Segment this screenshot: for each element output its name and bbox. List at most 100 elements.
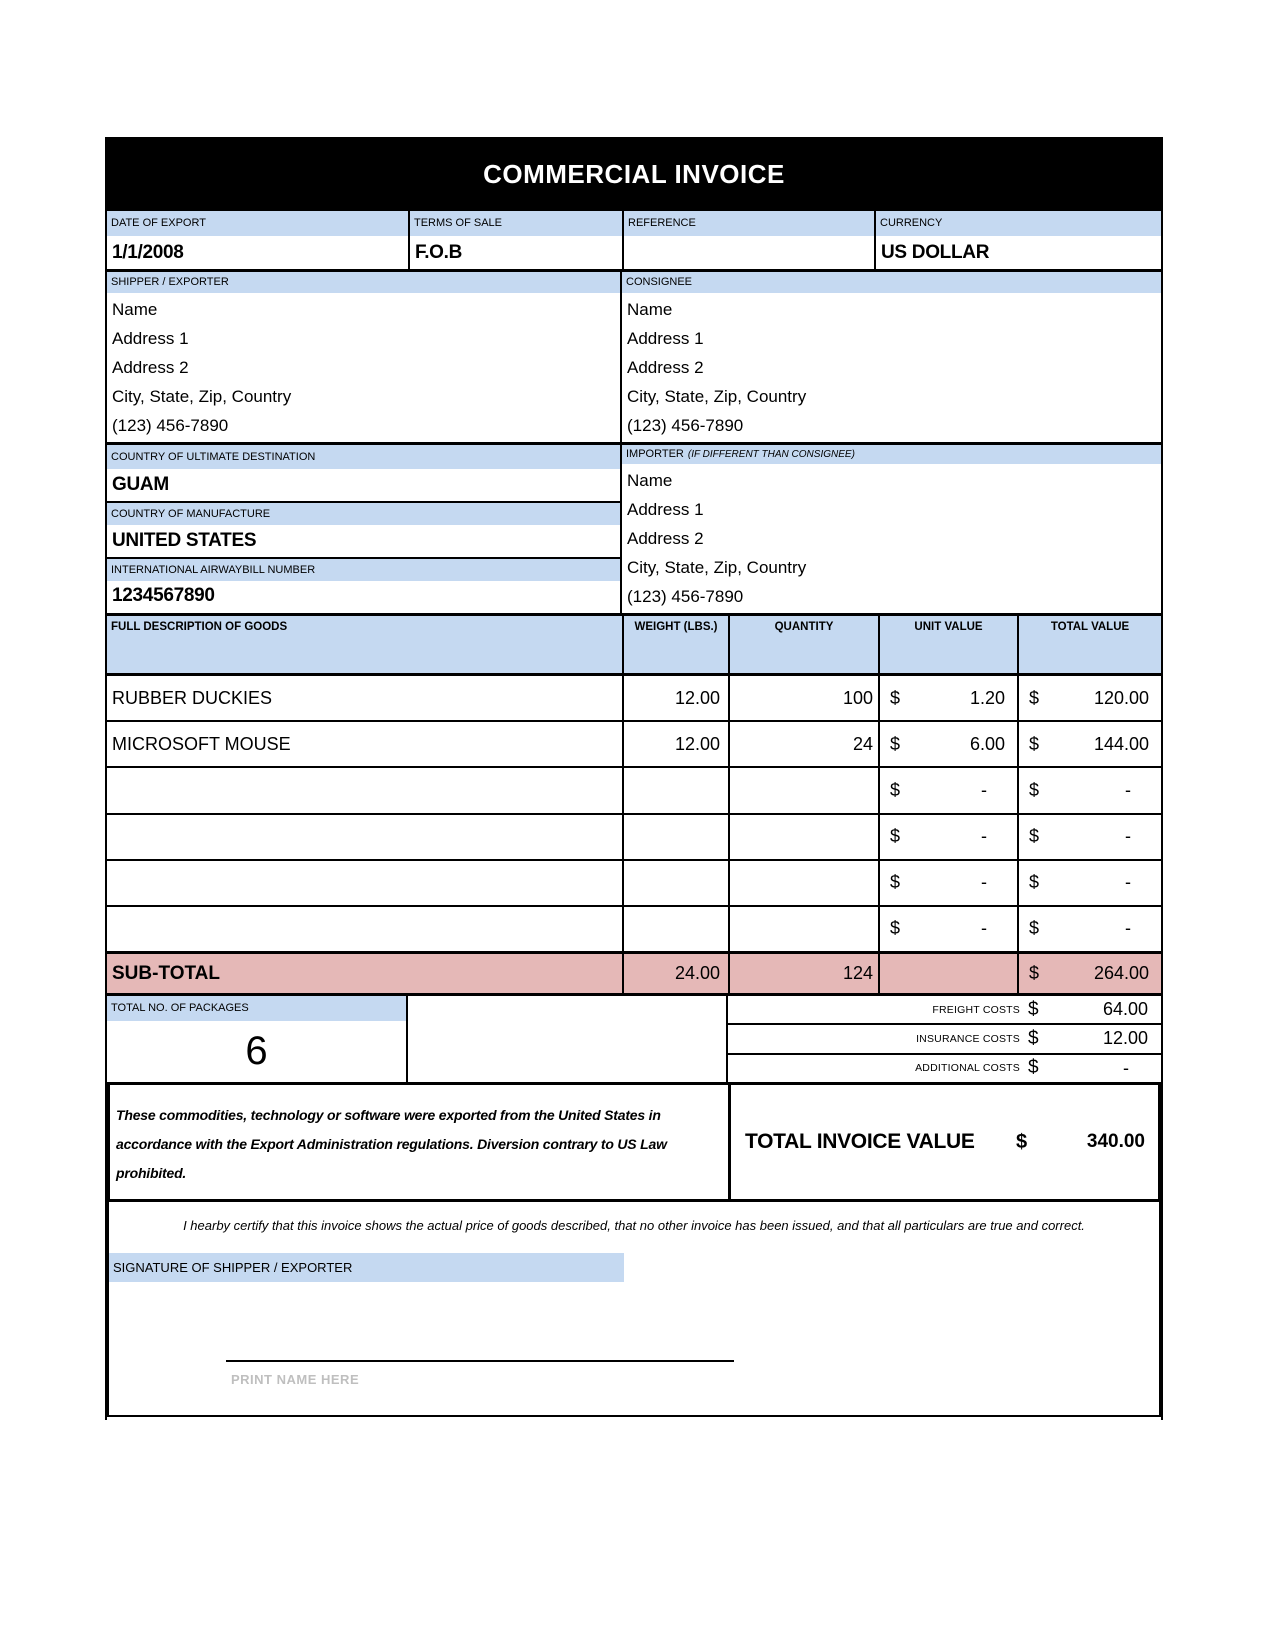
freight-costs-row: FREIGHT COSTS $64.00 bbox=[728, 996, 1161, 1026]
goods-quantity: 100 bbox=[728, 676, 878, 721]
currency-symbol: $ bbox=[890, 779, 901, 800]
goods-total-value: 144.00 bbox=[1093, 733, 1149, 754]
consignee-address: Name Address 1 Address 2 City, State, Zi… bbox=[622, 293, 1161, 442]
goods-description bbox=[107, 907, 622, 951]
shipper-address: Name Address 1 Address 2 City, State, Zi… bbox=[107, 293, 620, 442]
shipper-name: Name bbox=[112, 300, 158, 319]
shipper-label: SHIPPER / EXPORTER bbox=[107, 272, 620, 293]
meta-row: DATE OF EXPORT 1/1/2008 TERMS OF SALE F.… bbox=[107, 211, 1161, 272]
destination-stack: COUNTRY OF ULTIMATE DESTINATION GUAM COU… bbox=[107, 445, 622, 613]
currency-symbol: $ bbox=[890, 826, 901, 847]
importer-phone: (123) 456-7890 bbox=[627, 587, 744, 606]
currency-symbol: $ bbox=[890, 733, 901, 754]
manufacture-value: UNITED STATES bbox=[112, 530, 257, 551]
subtotal-quantity: 124 bbox=[728, 954, 878, 993]
freight-costs-label: FREIGHT COSTS bbox=[932, 1003, 1020, 1016]
goods-weight bbox=[622, 768, 728, 813]
shipper-consignee-section: SHIPPER / EXPORTER Name Address 1 Addres… bbox=[107, 272, 1161, 445]
signature-label: SIGNATURE OF SHIPPER / EXPORTER bbox=[109, 1253, 624, 1282]
goods-row: MICROSOFT MOUSE 12.00 24 $6.00 $144.00 bbox=[107, 722, 1161, 769]
goods-description bbox=[107, 768, 622, 812]
title-bar: COMMERCIAL INVOICE bbox=[107, 137, 1161, 211]
goods-header-unit-value: UNIT VALUE bbox=[878, 616, 1017, 673]
importer-label-note: (IF DIFFERENT THAN CONSIGNEE) bbox=[687, 448, 855, 460]
consignee-name: Name bbox=[627, 300, 673, 319]
importer-label-text: IMPORTER bbox=[626, 448, 684, 460]
subtotal-unit-cell bbox=[878, 954, 1017, 993]
goods-unit-value-cell: $ - bbox=[878, 906, 1017, 952]
currency-symbol: $ bbox=[890, 918, 901, 939]
goods-row: $ - $ - bbox=[107, 906, 1161, 952]
goods-header-description: FULL DESCRIPTION OF GOODS bbox=[111, 621, 288, 633]
goods-unit-value-cell: $6.00 bbox=[878, 722, 1017, 767]
airwaybill-label: INTERNATIONAL AIRWAYBILL NUMBER bbox=[107, 557, 620, 581]
reference-label: REFERENCE bbox=[624, 211, 874, 236]
goods-weight: 12.00 bbox=[622, 676, 728, 721]
goods-unit-value: - bbox=[981, 779, 987, 800]
additional-costs-label: ADDITIONAL COSTS bbox=[915, 1062, 1020, 1075]
currency-symbol: $ bbox=[1029, 963, 1040, 983]
currency-symbol: $ bbox=[890, 687, 901, 708]
importer-address2: Address 2 bbox=[627, 529, 704, 548]
airwaybill-value: 1234567890 bbox=[112, 584, 215, 606]
terms-of-sale-value: F.O.B bbox=[415, 241, 463, 263]
destination-value: GUAM bbox=[112, 474, 169, 495]
goods-description: RUBBER DUCKIES bbox=[112, 687, 273, 708]
goods-unit-value-cell: $1.20 bbox=[878, 676, 1017, 721]
date-of-export-cell: DATE OF EXPORT 1/1/2008 bbox=[107, 211, 408, 269]
currency-symbol: $ bbox=[1029, 872, 1040, 893]
shipper-address1: Address 1 bbox=[112, 329, 189, 348]
currency-cell: CURRENCY US DOLLAR bbox=[874, 211, 1161, 269]
terms-of-sale-label: TERMS OF SALE bbox=[410, 211, 622, 236]
goods-total-value-cell: $144.00 bbox=[1017, 722, 1161, 767]
export-statement-text: These commodities, technology or softwar… bbox=[116, 1107, 667, 1181]
goods-total-value-cell: $ - bbox=[1017, 860, 1161, 905]
total-invoice-value: 340.00 bbox=[1086, 1131, 1145, 1152]
goods-row: $ - $ - bbox=[107, 768, 1161, 815]
goods-row: $ - $ - bbox=[107, 814, 1161, 861]
currency-symbol: $ bbox=[1028, 998, 1039, 1020]
packages-empty-cell bbox=[408, 996, 728, 1082]
goods-description bbox=[107, 861, 622, 905]
subtotal-weight: 24.00 bbox=[622, 954, 728, 993]
currency-symbol: $ bbox=[1029, 733, 1040, 754]
goods-total-value-cell: $ - bbox=[1017, 906, 1161, 952]
currency-label: CURRENCY bbox=[876, 211, 1161, 236]
goods-total-value: - bbox=[1125, 872, 1131, 893]
shipper-city-line: City, State, Zip, Country bbox=[112, 387, 292, 406]
print-name-placeholder: PRINT NAME HERE bbox=[231, 1372, 360, 1387]
goods-total-value: - bbox=[1125, 779, 1131, 800]
commercial-invoice: COMMERCIAL INVOICE DATE OF EXPORT 1/1/20… bbox=[105, 137, 1163, 1420]
freight-costs-value: 64.00 bbox=[1102, 999, 1148, 1020]
certification-text: I hearby certify that this invoice shows… bbox=[183, 1218, 1085, 1233]
shipper-block: SHIPPER / EXPORTER Name Address 1 Addres… bbox=[107, 272, 622, 442]
insurance-costs-row: INSURANCE COSTS $12.00 bbox=[728, 1025, 1161, 1055]
goods-unit-value: 1.20 bbox=[969, 687, 1005, 708]
goods-unit-value: - bbox=[981, 872, 987, 893]
certification-section: I hearby certify that this invoice shows… bbox=[107, 1202, 1161, 1417]
goods-weight bbox=[622, 860, 728, 905]
goods-header-weight: WEIGHT (LBS.) bbox=[622, 616, 728, 673]
goods-total-value: - bbox=[1125, 918, 1131, 939]
goods-total-value-cell: $120.00 bbox=[1017, 676, 1161, 721]
signature-line bbox=[226, 1360, 734, 1362]
page-title: COMMERCIAL INVOICE bbox=[483, 158, 785, 189]
importer-label: IMPORTER (IF DIFFERENT THAN CONSIGNEE) bbox=[622, 445, 1161, 464]
total-invoice-label: TOTAL INVOICE VALUE bbox=[745, 1130, 975, 1153]
importer-address1: Address 1 bbox=[627, 500, 704, 519]
goods-unit-value: - bbox=[981, 826, 987, 847]
shipper-phone: (123) 456-7890 bbox=[112, 416, 229, 435]
goods-quantity: 24 bbox=[728, 722, 878, 767]
goods-total-value: - bbox=[1125, 826, 1131, 847]
goods-weight: 12.00 bbox=[622, 722, 728, 767]
goods-total-value: 120.00 bbox=[1093, 687, 1149, 708]
currency-symbol: $ bbox=[1028, 1057, 1039, 1079]
additional-costs-value: - bbox=[1123, 1057, 1129, 1078]
date-of-export-value: 1/1/2008 bbox=[112, 241, 184, 263]
export-statement-box: These commodities, technology or softwar… bbox=[107, 1082, 728, 1202]
reference-cell: REFERENCE bbox=[622, 211, 874, 269]
goods-description bbox=[107, 815, 622, 859]
reference-value bbox=[624, 236, 874, 269]
goods-quantity bbox=[728, 768, 878, 813]
packages-costs-section: TOTAL NO. OF PACKAGES 6 FREIGHT COSTS $6… bbox=[107, 996, 1161, 1082]
